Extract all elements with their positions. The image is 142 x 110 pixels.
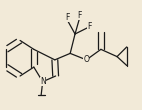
Text: F: F (87, 22, 92, 31)
Text: N: N (40, 77, 46, 86)
Text: O: O (83, 55, 89, 64)
Text: F: F (78, 11, 82, 20)
Text: F: F (65, 13, 69, 22)
